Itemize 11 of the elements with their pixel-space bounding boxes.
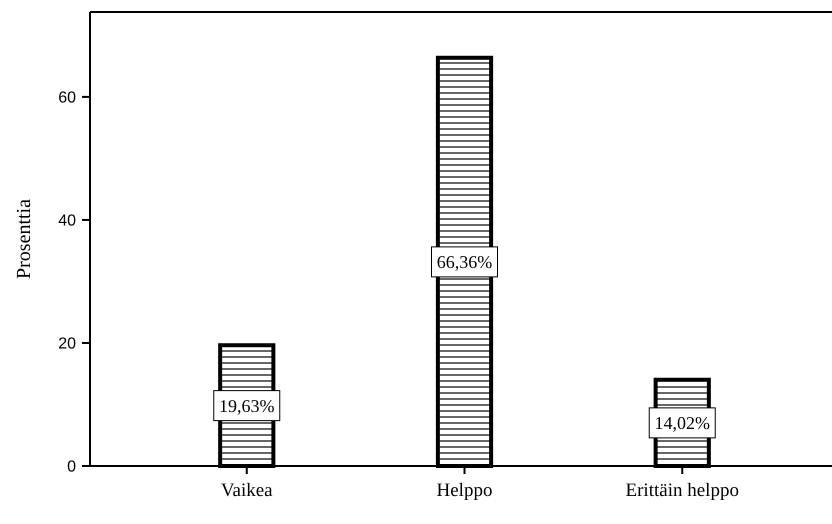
x-tick-label: Erittäin helppo xyxy=(626,480,739,501)
y-tick-label: 20 xyxy=(58,336,76,353)
y-tick-label: 40 xyxy=(58,212,76,230)
data-label: 14,02% xyxy=(654,413,710,434)
x-tick-label: Vaikea xyxy=(220,480,274,501)
data-label: 66,36% xyxy=(436,252,492,272)
y-tick-label: 0 xyxy=(67,458,76,476)
y-tick-label: 60 xyxy=(58,89,76,106)
data-label: 19,63% xyxy=(219,396,275,416)
y-axis-title: Prosenttia xyxy=(13,198,35,279)
x-tick-label: Helppo xyxy=(436,480,492,501)
